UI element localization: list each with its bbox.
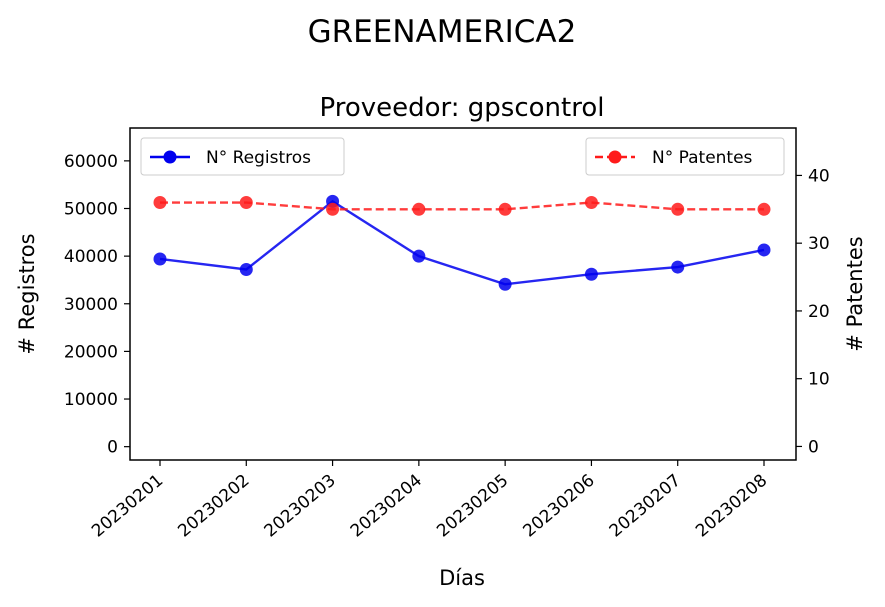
right-y-tick-label: 40 xyxy=(808,166,830,186)
left-y-tick-label: 20000 xyxy=(64,342,118,362)
data-point-patentes xyxy=(584,196,598,210)
legend-registros-label: N° Registros xyxy=(206,148,311,168)
right-y-axis: 0 10 20 30 40 xyxy=(796,166,830,457)
data-point-patentes xyxy=(498,202,512,216)
x-tick-label: 20230206 xyxy=(520,471,599,542)
series-layer xyxy=(153,194,771,291)
x-tick-label: 20230201 xyxy=(88,471,167,542)
legend-registros: N° Registros xyxy=(140,137,345,176)
right-y-tick-label: 0 xyxy=(808,437,819,457)
right-y-tick-label: 30 xyxy=(808,234,830,254)
data-point-patentes xyxy=(671,202,685,216)
plot-frame xyxy=(129,127,797,461)
left-y-tick-label: 40000 xyxy=(64,247,118,267)
legend-patentes-frame xyxy=(585,137,785,176)
data-point-registros xyxy=(412,249,426,263)
data-point-registros xyxy=(584,267,598,281)
x-axis-label: Días xyxy=(439,566,485,590)
legend-patentes-marker xyxy=(608,150,622,164)
data-point-patentes xyxy=(412,202,426,216)
legend-registros-frame xyxy=(140,137,345,176)
right-y-tick-label: 20 xyxy=(808,302,830,322)
data-point-registros xyxy=(498,277,512,291)
data-point-registros xyxy=(153,252,167,266)
x-tick-label: 20230202 xyxy=(174,471,253,542)
legend-patentes-label: N° Patentes xyxy=(652,148,753,168)
data-point-registros xyxy=(671,260,685,274)
legend-patentes: N° Patentes xyxy=(585,137,785,176)
left-y-tick-label: 10000 xyxy=(64,390,118,410)
series-line-patentes xyxy=(160,201,764,211)
left-y-tick-label: 0 xyxy=(107,438,118,458)
legend-registros-marker xyxy=(163,150,177,164)
data-point-patentes xyxy=(757,202,771,216)
data-point-registros xyxy=(757,243,771,257)
left-y-tick-label: 60000 xyxy=(64,152,118,172)
left-y-axis-label: # Registros xyxy=(15,233,39,354)
x-tick-label: 20230208 xyxy=(692,471,771,542)
left-y-axis: 0 10000 20000 30000 40000 50000 60000 xyxy=(64,152,130,458)
x-tick-label: 20230207 xyxy=(606,471,685,542)
data-point-patentes xyxy=(239,196,253,210)
left-y-tick-label: 30000 xyxy=(64,295,118,315)
x-tick-label: 20230204 xyxy=(347,471,426,542)
plot-area xyxy=(129,127,797,461)
data-point-registros xyxy=(239,262,253,276)
figure-suptitle: GREENAMERICA2 xyxy=(308,14,577,50)
data-point-patentes xyxy=(326,202,340,216)
right-y-axis-label: # Patentes xyxy=(843,236,867,351)
x-axis: 20230201 20230202 20230203 20230204 20230205… xyxy=(88,460,771,541)
left-y-tick-label: 50000 xyxy=(64,199,118,219)
chart-title: Proveedor: gpscontrol xyxy=(320,93,605,123)
x-tick-label: 20230205 xyxy=(433,471,512,542)
data-point-patentes xyxy=(153,196,167,210)
right-y-tick-label: 10 xyxy=(808,370,830,390)
series-line-registros xyxy=(159,199,765,286)
x-tick-label: 20230203 xyxy=(261,471,340,542)
